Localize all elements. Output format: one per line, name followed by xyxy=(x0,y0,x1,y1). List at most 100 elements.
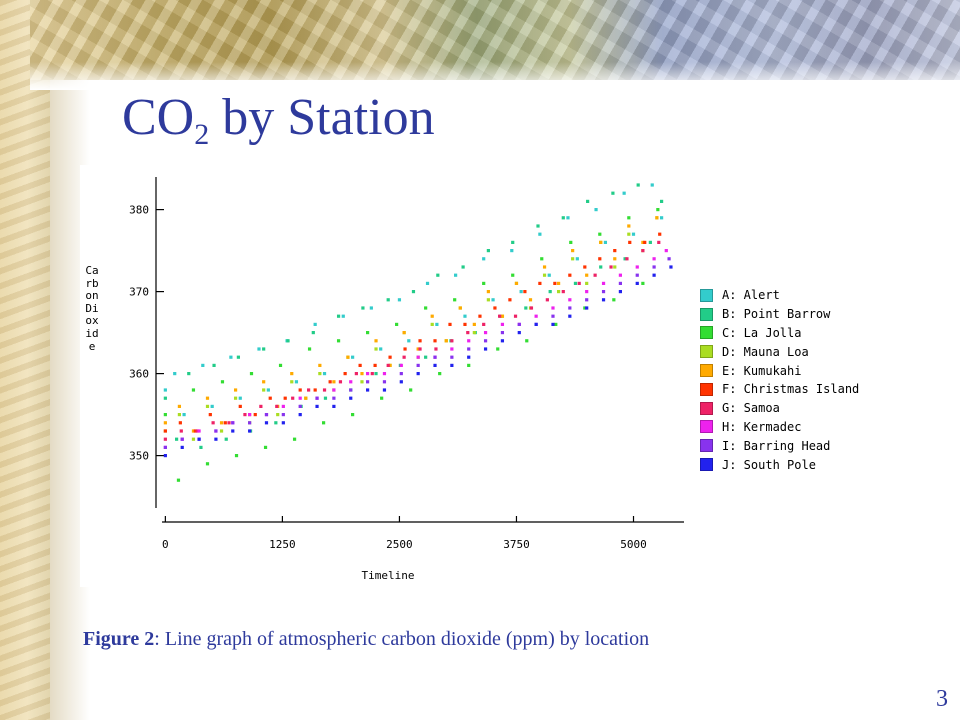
data-point-series-1 xyxy=(486,249,490,253)
data-point-series-8 xyxy=(399,372,403,376)
legend-swatch xyxy=(700,326,713,340)
data-point-series-2 xyxy=(612,298,616,302)
data-point-series-8 xyxy=(635,273,639,277)
left-texture-strip xyxy=(0,0,50,720)
data-point-series-8 xyxy=(315,396,319,400)
data-point-series-5 xyxy=(643,240,647,244)
data-point-series-4 xyxy=(177,404,182,408)
data-point-series-4 xyxy=(655,216,659,220)
data-point-series-4 xyxy=(360,372,364,376)
data-point-series-1 xyxy=(323,396,328,400)
data-point-series-1 xyxy=(236,355,240,359)
data-point-series-5 xyxy=(178,421,182,425)
data-point-series-8 xyxy=(568,306,572,310)
data-point-series-5 xyxy=(433,339,437,343)
data-point-series-9 xyxy=(568,314,572,318)
legend-swatch xyxy=(700,439,713,453)
data-point-series-8 xyxy=(551,314,555,318)
data-point-series-2 xyxy=(409,388,413,392)
data-point-series-1 xyxy=(286,339,290,343)
data-point-series-0 xyxy=(341,314,345,318)
data-point-series-6 xyxy=(179,429,183,433)
data-point-series-6 xyxy=(434,347,438,351)
data-point-series-3 xyxy=(613,265,617,269)
data-point-series-2 xyxy=(249,372,254,376)
data-point-series-4 xyxy=(514,281,519,285)
data-point-series-3 xyxy=(627,232,631,236)
legend-swatch xyxy=(700,382,713,396)
data-point-series-4 xyxy=(163,421,167,425)
data-point-series-3 xyxy=(233,396,238,400)
data-point-series-2 xyxy=(234,454,239,458)
data-point-series-5 xyxy=(253,413,257,417)
data-point-series-6 xyxy=(529,306,534,310)
data-point-series-4 xyxy=(542,265,547,269)
data-point-series-5 xyxy=(373,363,377,367)
data-point-series-3 xyxy=(205,404,210,408)
data-point-series-9 xyxy=(601,298,606,302)
data-point-series-9 xyxy=(399,380,403,384)
data-point-series-1 xyxy=(659,199,664,203)
data-point-series-9 xyxy=(349,396,353,400)
data-point-series-2 xyxy=(438,372,442,376)
data-point-series-2 xyxy=(321,421,326,425)
data-point-series-1 xyxy=(611,191,615,195)
data-point-series-7 xyxy=(534,314,538,318)
legend-item: E: Kumukahi xyxy=(700,361,940,380)
data-point-series-7 xyxy=(551,306,555,310)
data-point-series-1 xyxy=(636,183,640,187)
data-point-series-1 xyxy=(424,355,428,359)
data-point-series-0 xyxy=(454,273,458,277)
chart-legend: A: Alert B: Point Barrow C: La Jolla D: Mau… xyxy=(700,286,940,474)
data-point-series-5 xyxy=(448,322,452,326)
data-point-series-9 xyxy=(585,306,589,310)
data-point-series-0 xyxy=(379,347,383,351)
data-point-series-1 xyxy=(336,314,341,318)
data-point-series-1 xyxy=(599,265,603,269)
data-point-series-5 xyxy=(388,355,392,359)
data-point-series-8 xyxy=(416,363,420,367)
data-point-series-2 xyxy=(191,388,196,392)
data-point-series-0 xyxy=(182,413,186,417)
caption-text: : Line graph of atmospheric carbon dioxi… xyxy=(154,628,650,650)
legend-label: E: Kumukahi xyxy=(722,363,802,378)
data-point-series-0 xyxy=(659,216,664,220)
data-point-series-5 xyxy=(508,298,512,302)
data-point-series-9 xyxy=(315,404,319,408)
data-point-series-2 xyxy=(220,380,225,384)
data-point-series-1 xyxy=(436,273,440,277)
data-point-series-7 xyxy=(652,257,656,261)
data-point-series-0 xyxy=(435,322,439,326)
data-point-series-8 xyxy=(483,339,488,343)
data-point-series-0 xyxy=(322,372,327,376)
data-point-series-7 xyxy=(635,265,639,269)
legend-item: G: Samoa xyxy=(700,399,940,418)
data-point-series-9 xyxy=(248,429,252,433)
data-point-series-9 xyxy=(635,281,639,285)
data-point-series-8 xyxy=(231,421,235,425)
data-point-series-7 xyxy=(399,363,403,367)
caption-label: Figure 2 xyxy=(83,628,155,650)
data-point-series-8 xyxy=(585,298,589,302)
data-point-series-9 xyxy=(467,355,471,359)
data-point-series-6 xyxy=(482,322,486,326)
data-point-series-0 xyxy=(510,249,514,253)
data-point-series-5 xyxy=(568,273,572,277)
x-tick-label: 0 xyxy=(162,538,169,551)
data-point-series-6 xyxy=(625,257,629,261)
data-point-series-0 xyxy=(407,339,411,343)
data-point-series-7 xyxy=(450,347,454,351)
data-point-series-1 xyxy=(361,306,365,310)
data-point-series-1 xyxy=(561,216,565,220)
legend-item: A: Alert xyxy=(700,286,940,305)
data-point-series-4 xyxy=(304,396,308,400)
data-point-series-4 xyxy=(528,298,533,302)
data-point-series-5 xyxy=(163,429,167,433)
data-point-series-4 xyxy=(262,380,266,384)
data-point-series-0 xyxy=(463,314,467,318)
legend-label: C: La Jolla xyxy=(722,325,802,340)
data-point-series-4 xyxy=(430,314,434,318)
data-point-series-1 xyxy=(199,445,203,449)
data-point-series-6 xyxy=(211,421,215,425)
legend-swatch xyxy=(700,364,713,378)
